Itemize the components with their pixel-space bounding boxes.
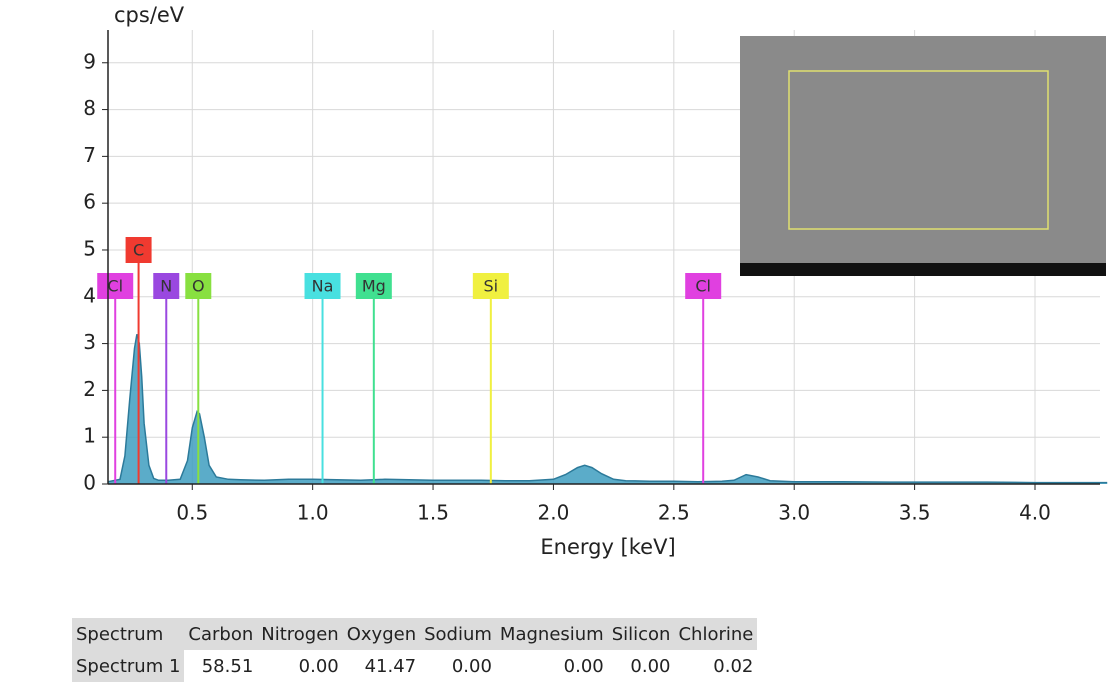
x-axis-label: Energy [keV] xyxy=(540,535,675,559)
element-label: Mg xyxy=(362,277,386,296)
sem-image-bg xyxy=(740,36,1106,276)
header-row: Spectrum Carbon Nitrogen Oxygen Sodium Magnes… xyxy=(72,618,758,650)
sem-info-bar xyxy=(740,263,1106,276)
data-cell: 58.51 xyxy=(201,655,254,677)
sem-image xyxy=(740,36,1106,276)
header-cell: Nitrogen xyxy=(257,618,343,650)
spectrum-area xyxy=(108,334,1108,484)
data-cell: 0.00 xyxy=(563,655,604,677)
element-label: N xyxy=(160,277,172,296)
data-row: Spectrum 1 58.51 0.00 41.47 0.00 0.00 0.00 0.02 xyxy=(72,650,757,682)
y-tick-label: 2 xyxy=(83,377,96,401)
x-tick-label: 0.5 xyxy=(176,501,208,525)
y-tick-label: 3 xyxy=(83,330,96,354)
x-tick-label: 2.5 xyxy=(658,501,690,525)
sem-roi xyxy=(788,70,1049,230)
data-cell: 0.02 xyxy=(713,655,754,677)
element-label: Na xyxy=(312,277,334,296)
chart: cps/eV Energy [keV] 0 1 2 3 4 5 6 7 8 9 0.5 1.0 1.5 2… xyxy=(83,3,1108,559)
y-tick-label: 4 xyxy=(83,283,96,307)
element-label-box xyxy=(185,273,212,299)
header-cell: Magnesium xyxy=(495,618,608,650)
y-tick-label: 6 xyxy=(83,190,96,214)
header-cell: Chlorine xyxy=(674,618,758,650)
x-tick-label: 2.0 xyxy=(538,501,570,525)
y-tick-label: 8 xyxy=(83,96,96,120)
element-label-box xyxy=(153,273,180,299)
x-tick-label: 1.5 xyxy=(417,501,449,525)
element-label: Cl xyxy=(695,277,711,296)
element-label-box xyxy=(685,273,722,299)
y-tick-label: 7 xyxy=(83,143,96,167)
element-label-box xyxy=(304,273,341,299)
element-label-box xyxy=(355,273,392,299)
data-cell: Spectrum 1 xyxy=(72,650,185,682)
y-axis-label: cps/eV xyxy=(114,3,185,27)
element-label: O xyxy=(192,277,205,296)
y-tick-label: 9 xyxy=(83,49,96,73)
header-cell: Silicon xyxy=(607,618,675,650)
data-cell: 0.00 xyxy=(298,655,339,677)
header-cell: Sodium xyxy=(420,618,496,650)
header-cell: Oxygen xyxy=(342,618,421,650)
element-label: Si xyxy=(484,277,499,296)
x-tick-label: 4.0 xyxy=(1019,501,1051,525)
y-tick-label: 0 xyxy=(83,471,96,495)
header-cell: Carbon xyxy=(184,618,258,650)
element-label-box xyxy=(125,237,152,263)
x-tick-label: 3.0 xyxy=(778,501,810,525)
element-label: C xyxy=(133,241,144,260)
element-label: Cl xyxy=(107,277,123,296)
element-label-box xyxy=(472,273,509,299)
results-table: Spectrum Carbon Nitrogen Oxygen Sodium Magnes… xyxy=(72,618,758,682)
data-cell: 0.00 xyxy=(630,655,671,677)
y-tick-label: 5 xyxy=(83,236,96,260)
y-tick-label: 1 xyxy=(83,424,96,448)
data-cell: 41.47 xyxy=(364,655,417,677)
header-cell: Spectrum xyxy=(72,618,185,650)
x-tick-label: 3.5 xyxy=(899,501,931,525)
x-tick-label: 1.0 xyxy=(297,501,329,525)
spectrum-line xyxy=(107,334,1108,484)
data-cell: 0.00 xyxy=(451,655,492,677)
element-label-box xyxy=(97,273,134,299)
